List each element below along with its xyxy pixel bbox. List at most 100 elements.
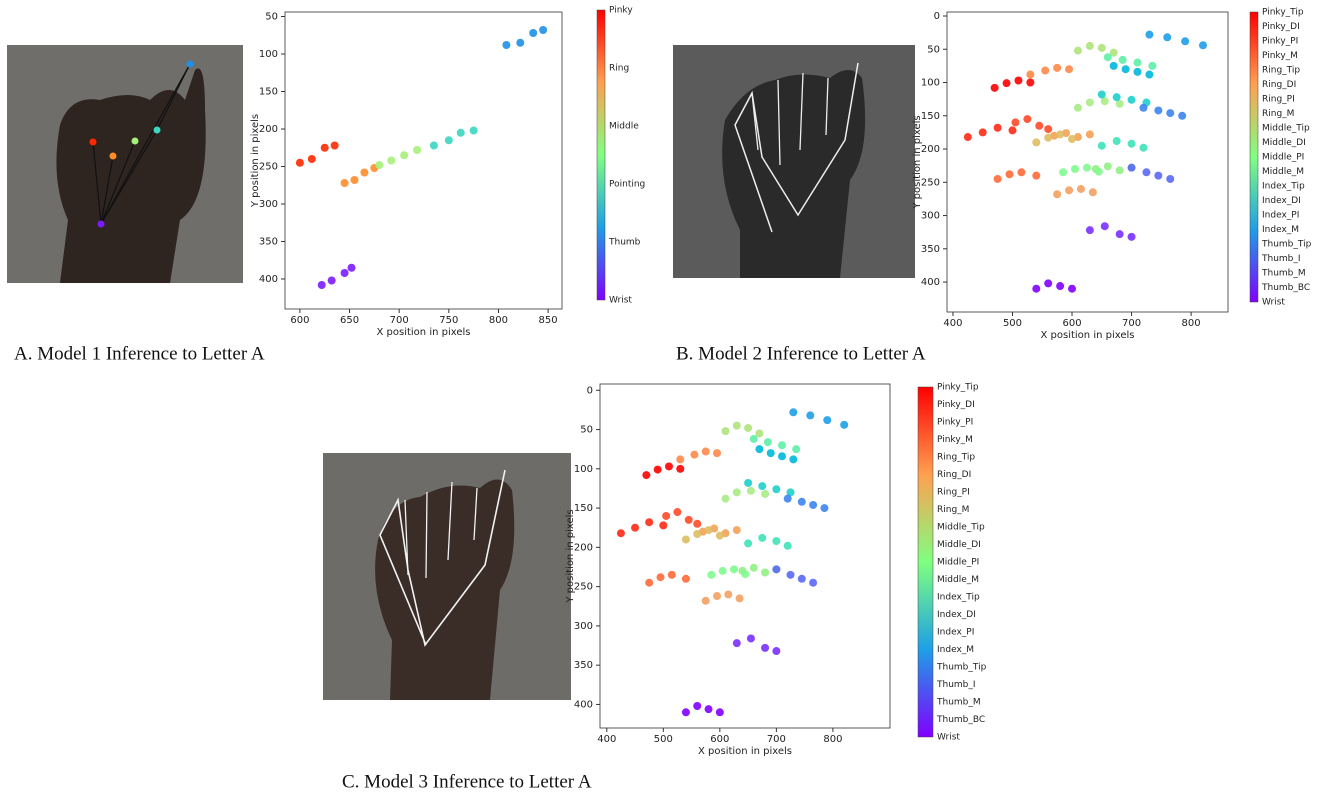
- point: [1032, 138, 1040, 146]
- point: [341, 269, 349, 277]
- point: [360, 169, 368, 177]
- point: [809, 579, 817, 587]
- point: [741, 570, 749, 578]
- point: [713, 592, 721, 600]
- point: [758, 534, 766, 542]
- colorbar-label: Thumb_I: [1261, 254, 1301, 264]
- point: [1059, 168, 1067, 176]
- x-tick-label: 400: [597, 734, 616, 745]
- point: [1181, 37, 1189, 45]
- y-tick-label: 100: [921, 78, 940, 89]
- point: [1056, 282, 1064, 290]
- point: [470, 127, 478, 135]
- point: [1116, 230, 1124, 238]
- colorbar-label: Pinky_PI: [1262, 37, 1298, 47]
- plot-frame: [285, 12, 562, 309]
- colorbar-label: Middle_DI: [1262, 138, 1306, 148]
- point: [994, 124, 1002, 132]
- point: [1113, 93, 1121, 101]
- point: [789, 408, 797, 416]
- point: [772, 647, 780, 655]
- point: [662, 512, 670, 520]
- point: [798, 575, 806, 583]
- x-tick-label: 500: [654, 734, 673, 745]
- x-tick-label: 650: [340, 315, 359, 326]
- point: [375, 161, 383, 169]
- point: [964, 133, 972, 141]
- point: [631, 524, 639, 532]
- caption: A. Model 1 Inference to Letter A: [14, 343, 265, 364]
- point: [991, 84, 999, 92]
- point: [778, 452, 786, 460]
- point: [1006, 170, 1014, 178]
- colorbar-label: Ring_PI: [1262, 95, 1295, 105]
- point: [642, 471, 650, 479]
- colorbar-label: Middle_PI: [1262, 153, 1304, 163]
- colorbar-label: Ring_DI: [1262, 80, 1296, 90]
- x-tick-label: 800: [1182, 318, 1201, 329]
- point: [1128, 233, 1136, 241]
- colorbar-label: Thumb_BC: [1261, 283, 1310, 293]
- y-tick-label: 150: [921, 111, 940, 122]
- point: [682, 575, 690, 583]
- colorbar-label: Pinky_Tip: [937, 383, 979, 393]
- colorbar-label: Pinky: [609, 6, 633, 16]
- point: [702, 597, 710, 605]
- point: [750, 564, 758, 572]
- y-tick-label: 0: [587, 385, 593, 396]
- point: [529, 29, 537, 37]
- colorbar-label: Middle_Tip: [1262, 124, 1310, 134]
- point: [1074, 104, 1082, 112]
- point: [724, 590, 732, 598]
- point: [1098, 90, 1106, 98]
- point: [693, 530, 701, 538]
- point: [1113, 137, 1121, 145]
- point: [1139, 144, 1147, 152]
- x-tick-label: 600: [290, 315, 309, 326]
- point: [792, 445, 800, 453]
- y-tick-label: 350: [921, 244, 940, 255]
- colorbar-label: Ring_PI: [937, 488, 970, 498]
- y-tick-label: 200: [259, 124, 278, 135]
- point: [676, 465, 684, 473]
- point: [1023, 115, 1031, 123]
- colorbar-label: Pinky_PI: [937, 418, 973, 428]
- colorbar-label: Index_PI: [937, 628, 974, 638]
- point: [1110, 62, 1118, 70]
- point: [784, 495, 792, 503]
- point: [654, 466, 662, 474]
- y-axis-label: Y position in pixels: [912, 115, 923, 209]
- point: [758, 482, 766, 490]
- point: [457, 129, 465, 137]
- colorbar-label: Thumb_Tip: [936, 663, 987, 673]
- y-tick-label: 200: [921, 144, 940, 155]
- point: [682, 536, 690, 544]
- point: [1145, 71, 1153, 79]
- point: [736, 594, 744, 602]
- figure: 6006507007508008505010015020025030035040…: [0, 0, 1320, 798]
- colorbar-label: Pinky_DI: [937, 400, 975, 410]
- point: [502, 41, 510, 49]
- x-axis-label: X position in pixels: [698, 746, 792, 757]
- point: [296, 159, 304, 167]
- point: [1101, 222, 1109, 230]
- point: [1011, 118, 1019, 126]
- point: [733, 422, 741, 430]
- point: [840, 421, 848, 429]
- point: [516, 39, 524, 47]
- y-tick-label: 50: [265, 12, 278, 23]
- colorbar-label: Thumb_I: [936, 680, 976, 690]
- point: [721, 495, 729, 503]
- point: [645, 579, 653, 587]
- point: [798, 498, 806, 506]
- point: [1163, 33, 1171, 41]
- colorbar-label: Index_Tip: [1262, 182, 1305, 192]
- point: [1116, 166, 1124, 174]
- point: [778, 441, 786, 449]
- point: [744, 424, 752, 432]
- y-tick-label: 400: [921, 277, 940, 288]
- colorbar-label: Thumb: [608, 238, 641, 248]
- point: [764, 438, 772, 446]
- point: [1014, 77, 1022, 85]
- point: [730, 565, 738, 573]
